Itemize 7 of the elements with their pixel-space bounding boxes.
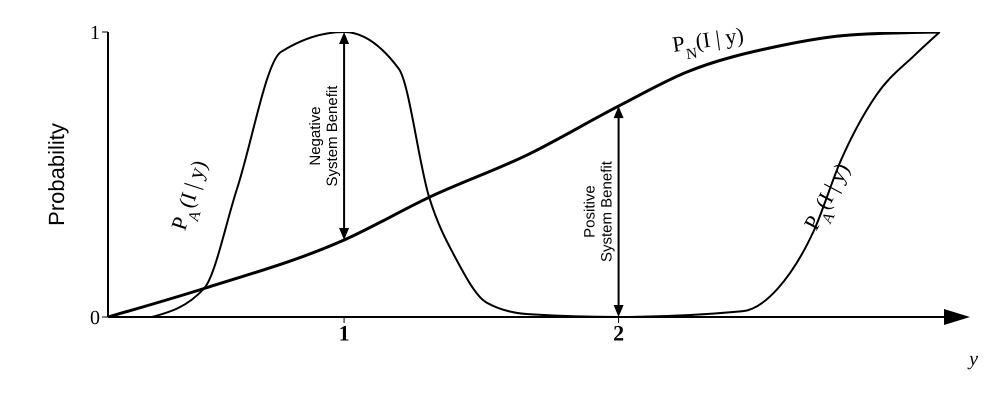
y-tick-label: 0: [90, 307, 100, 330]
x-tick-label: 2: [613, 320, 624, 346]
annotation: Positive System Benefit: [582, 160, 616, 262]
y-axis-title: Probability: [44, 123, 69, 226]
x-axis-title: y: [967, 348, 978, 370]
annotation: Negative System Benefit: [307, 84, 342, 186]
text: P$_{N}$(I | y): [670, 22, 746, 63]
